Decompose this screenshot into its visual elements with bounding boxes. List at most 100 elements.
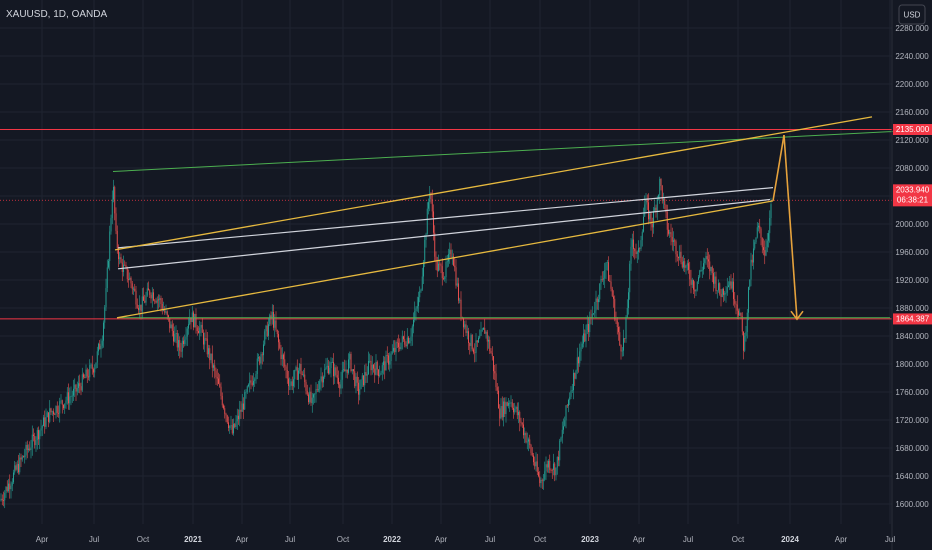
candle-body xyxy=(10,485,12,490)
candle xyxy=(156,296,158,311)
candle-body xyxy=(531,452,533,456)
candle xyxy=(565,405,567,429)
candle-body xyxy=(360,379,362,390)
candle-body xyxy=(745,331,747,336)
candle-body xyxy=(654,207,656,212)
candle xyxy=(760,227,762,246)
candle xyxy=(628,287,629,315)
green-trendline xyxy=(112,129,932,172)
candle-body xyxy=(576,357,578,371)
candle-body xyxy=(496,387,498,391)
candle xyxy=(503,397,504,427)
candle-body xyxy=(305,382,307,391)
candle-body xyxy=(600,278,602,284)
candle xyxy=(766,233,768,253)
candle xyxy=(763,238,764,256)
candle xyxy=(711,265,713,283)
candle xyxy=(519,410,521,432)
candle-body xyxy=(199,327,201,334)
candle xyxy=(389,352,391,372)
candle-body xyxy=(228,422,229,428)
candle-body xyxy=(189,317,191,325)
candle-body xyxy=(670,232,672,237)
candle-body xyxy=(104,307,106,323)
candle-body xyxy=(58,412,59,414)
candle xyxy=(733,272,734,306)
candle xyxy=(150,292,152,304)
candle-body xyxy=(329,368,331,374)
candle-body xyxy=(493,356,494,372)
candle-body xyxy=(594,310,596,314)
x-tick-label: 2021 xyxy=(184,535,202,544)
candle-body xyxy=(629,263,631,293)
candle-body xyxy=(431,199,433,212)
candle xyxy=(78,375,79,393)
candle xyxy=(673,231,674,252)
candle xyxy=(504,397,506,418)
candle xyxy=(330,357,332,378)
candle xyxy=(440,262,442,274)
x-tick-label: Apr xyxy=(633,535,646,544)
candle-body xyxy=(766,240,768,247)
candle-body xyxy=(141,296,143,312)
candle xyxy=(579,343,581,367)
candle xyxy=(548,459,549,473)
candle xyxy=(453,253,454,267)
candle xyxy=(625,315,627,343)
candle xyxy=(684,258,686,273)
candle-body xyxy=(511,402,513,408)
candle-body xyxy=(26,444,28,451)
candle xyxy=(35,436,37,452)
price-axis[interactable]: 1600.000 1640.000 1680.000 1720.000 1760.000… xyxy=(895,24,929,509)
candle xyxy=(421,267,423,291)
candle xyxy=(639,247,641,253)
candle xyxy=(730,274,732,290)
x-tick-label: Jul xyxy=(485,535,495,544)
candle-body xyxy=(695,289,697,292)
candle-body xyxy=(573,372,574,391)
candle-body xyxy=(361,375,363,380)
candle-body xyxy=(155,300,157,303)
candle-body xyxy=(528,439,529,442)
candle-body xyxy=(549,460,551,470)
candle xyxy=(290,378,292,390)
candle-body xyxy=(620,345,622,352)
time-axis[interactable]: Apr Jul Oct 2021 Apr Jul Oct 2022 Apr Jul Oct 2023 A… xyxy=(36,535,896,544)
channel-top-line xyxy=(114,116,873,251)
candle-body xyxy=(118,248,119,260)
candle xyxy=(619,326,621,347)
candle-body xyxy=(515,406,517,409)
candle-body xyxy=(353,369,354,372)
candle-body xyxy=(489,339,491,351)
candle-body xyxy=(73,388,74,396)
candle xyxy=(90,362,92,369)
candle-body xyxy=(284,359,286,367)
candle-body xyxy=(71,395,73,397)
candle xyxy=(198,326,199,334)
candle-body xyxy=(658,195,659,199)
candle xyxy=(211,345,213,378)
candle-body xyxy=(94,368,96,373)
candle-body xyxy=(319,381,321,390)
candle-body xyxy=(449,249,451,255)
candle xyxy=(498,386,499,409)
candle xyxy=(384,356,386,380)
candle-body xyxy=(121,262,123,272)
candle-body xyxy=(68,392,69,404)
currency-button[interactable] xyxy=(898,4,926,25)
candle xyxy=(286,363,288,384)
candle-body xyxy=(33,434,34,436)
candle-body xyxy=(345,369,347,372)
candle xyxy=(94,364,96,378)
candle xyxy=(45,408,47,430)
candle-body xyxy=(448,254,449,262)
candle-body xyxy=(543,479,544,481)
candle-body xyxy=(59,401,61,414)
y-tick-label: 2000.000 xyxy=(895,220,929,229)
candle xyxy=(63,404,64,410)
candle xyxy=(494,365,496,380)
candle-body xyxy=(744,335,746,351)
candle-body xyxy=(400,342,402,349)
